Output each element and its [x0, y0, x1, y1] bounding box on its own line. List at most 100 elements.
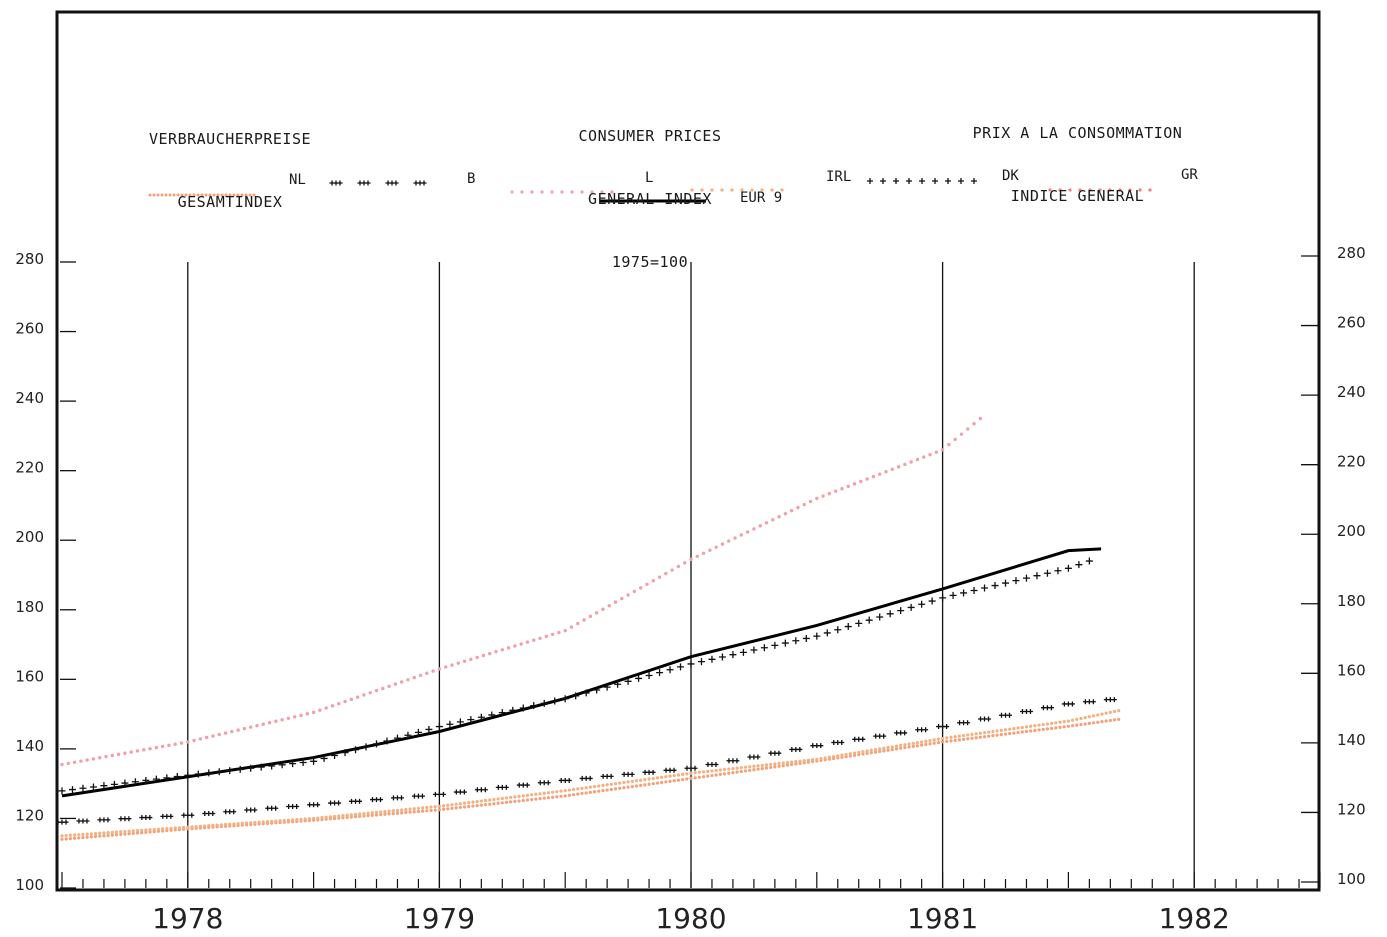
point-denmark — [144, 828, 148, 832]
point-luxembourg — [399, 680, 404, 684]
point-ireland — [897, 607, 905, 615]
point-ireland — [152, 775, 160, 783]
point-netherlands — [152, 830, 156, 834]
point-denmark — [974, 732, 978, 736]
point-denmark — [970, 732, 974, 736]
point-luxembourg — [179, 741, 184, 745]
point-denmark — [785, 760, 790, 765]
point-netherlands — [429, 808, 433, 813]
point-denmark — [1079, 716, 1083, 721]
point-ireland — [813, 632, 821, 640]
point-ireland — [331, 752, 339, 760]
point-luxembourg — [324, 706, 328, 710]
point-denmark — [941, 736, 945, 741]
point-denmark — [538, 792, 542, 796]
legend-point-netherlands — [168, 193, 172, 197]
point-luxembourg — [204, 735, 209, 740]
point-netherlands — [848, 754, 852, 758]
point-netherlands — [521, 798, 525, 803]
legend-point-belgium — [421, 180, 427, 186]
point-ireland — [876, 613, 884, 621]
point-belgium — [105, 817, 111, 823]
point-luxembourg — [500, 648, 504, 652]
point-denmark — [1012, 727, 1016, 731]
point-netherlands — [454, 806, 458, 810]
point-denmark — [798, 759, 802, 763]
point-luxembourg — [337, 701, 341, 706]
point-netherlands — [735, 770, 739, 774]
point-ireland — [981, 584, 989, 592]
title-german: VERBRAUCHERPREISE GESAMTINDEX — [130, 87, 330, 234]
legend-point-netherlands — [156, 193, 160, 197]
point-denmark — [328, 815, 332, 819]
point-denmark — [307, 817, 312, 821]
point-denmark — [517, 794, 521, 798]
point-ireland — [268, 762, 276, 770]
point-denmark — [462, 801, 467, 805]
x-tick-label-1982: 1982 — [1159, 902, 1230, 935]
point-denmark — [932, 738, 936, 742]
point-luxembourg — [525, 640, 530, 644]
point-luxembourg — [840, 487, 844, 491]
point-netherlands — [559, 794, 563, 798]
point-luxembourg — [236, 728, 240, 732]
point-ireland — [163, 774, 171, 782]
point-ireland — [100, 782, 108, 790]
point-netherlands — [102, 834, 106, 838]
legend-point-netherlands — [252, 193, 256, 197]
point-netherlands — [462, 805, 467, 809]
point-belgium — [524, 782, 530, 788]
point-luxembourg — [475, 655, 479, 660]
legend-marker-ireland — [867, 178, 977, 184]
point-ireland — [488, 711, 496, 719]
point-ireland — [236, 765, 244, 773]
point-luxembourg — [355, 695, 360, 699]
point-luxembourg — [305, 712, 310, 716]
legend-point-ireland — [958, 178, 964, 184]
point-luxembourg — [311, 710, 316, 715]
legend-point-denmark — [770, 188, 774, 192]
point-denmark — [672, 773, 676, 778]
point-netherlands — [731, 771, 735, 775]
point-denmark — [60, 834, 64, 838]
point-luxembourg — [450, 663, 454, 667]
point-denmark — [114, 830, 119, 834]
legend-point-netherlands — [188, 193, 192, 197]
point-denmark — [655, 776, 660, 780]
legend-point-greece — [1048, 188, 1052, 192]
point-luxembourg — [859, 479, 863, 484]
point-netherlands — [416, 809, 421, 814]
point-ireland — [89, 783, 97, 791]
point-belgium — [629, 771, 635, 777]
legend-point-netherlands — [244, 193, 248, 197]
point-luxembourg — [928, 452, 932, 457]
point-denmark — [639, 778, 643, 782]
point-netherlands — [936, 740, 941, 745]
point-denmark — [840, 753, 844, 757]
point-luxembourg — [783, 512, 788, 516]
point-luxembourg — [720, 542, 725, 546]
point-netherlands — [945, 739, 949, 744]
point-ireland — [708, 655, 716, 663]
point-denmark — [546, 791, 551, 795]
point-denmark — [567, 788, 571, 792]
point-luxembourg — [758, 524, 762, 528]
point-denmark — [404, 807, 408, 812]
point-denmark — [945, 736, 949, 740]
point-netherlands — [790, 762, 794, 767]
point-luxembourg — [393, 682, 398, 686]
point-netherlands — [601, 789, 605, 793]
y-tick-label-right-100: 100 — [1337, 870, 1366, 888]
point-denmark — [387, 809, 391, 813]
point-ireland — [142, 776, 150, 784]
point-denmark — [471, 800, 475, 804]
point-netherlands — [408, 810, 412, 814]
point-denmark — [869, 748, 873, 752]
point-netherlands — [437, 808, 441, 812]
point-belgium — [398, 795, 404, 801]
point-netherlands — [72, 836, 77, 840]
point-luxembourg — [947, 442, 951, 447]
legend-label-irl: IRL — [826, 169, 852, 185]
point-denmark — [760, 763, 764, 767]
point-netherlands — [903, 746, 907, 750]
